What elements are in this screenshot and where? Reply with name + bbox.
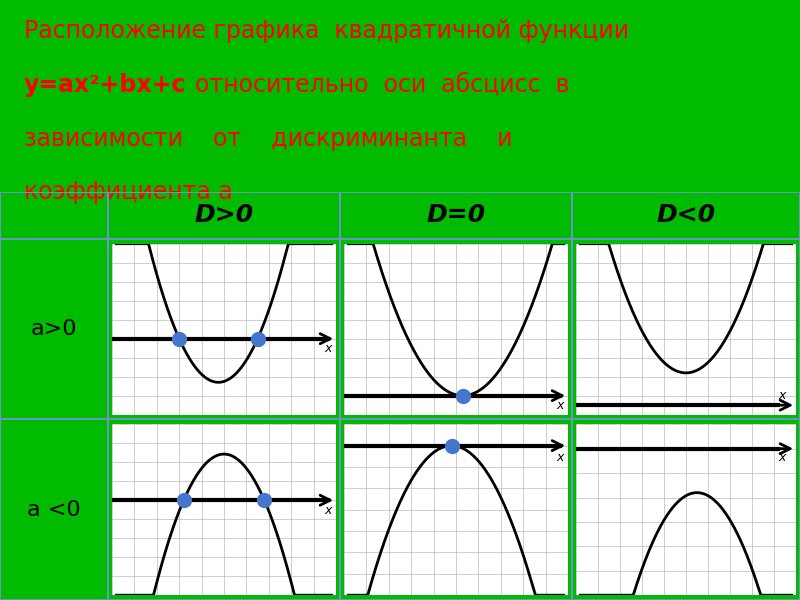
Text: x: x xyxy=(557,451,564,464)
Text: a <0: a <0 xyxy=(27,500,81,520)
Text: x: x xyxy=(325,342,332,355)
Text: D=0: D=0 xyxy=(426,203,486,227)
Text: зависимости    от    дискриминанта    и: зависимости от дискриминанта и xyxy=(24,127,513,151)
Text: x: x xyxy=(778,389,786,403)
Text: Расположение графика  квадратичной функции: Расположение графика квадратичной функци… xyxy=(24,19,629,43)
Text: x: x xyxy=(778,451,786,464)
Text: a>0: a>0 xyxy=(30,319,78,339)
Text: x: x xyxy=(325,503,332,517)
Text: относительно  оси  абсцисс  в: относительно оси абсцисс в xyxy=(180,73,570,97)
Text: D>0: D>0 xyxy=(194,203,254,227)
Text: y=ax²+bx+c: y=ax²+bx+c xyxy=(24,73,186,97)
Text: x: x xyxy=(557,399,564,412)
Text: коэффициента а: коэффициента а xyxy=(24,181,233,205)
Text: D<0: D<0 xyxy=(657,203,715,227)
